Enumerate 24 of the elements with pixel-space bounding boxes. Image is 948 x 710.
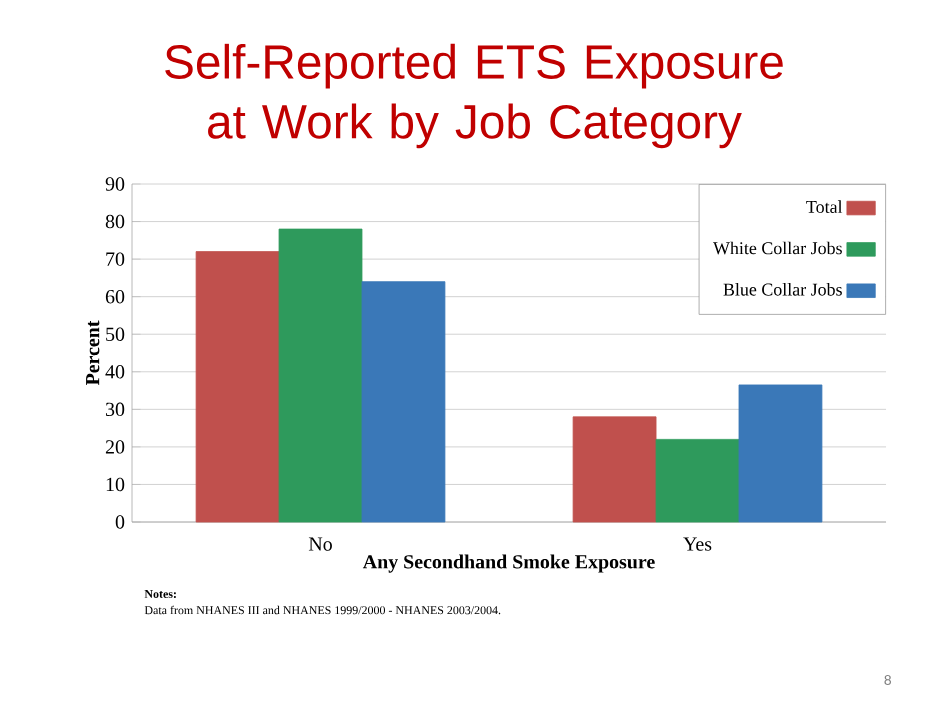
y-tick-label: 10 <box>106 477 125 492</box>
legend-label: White Collar Jobs <box>713 241 842 255</box>
x-tick-label: Yes <box>683 537 712 551</box>
y-tick-label: 60 <box>105 289 125 304</box>
y-tick-label: 90 <box>105 177 125 191</box>
y-axis-title: Percent <box>86 320 100 386</box>
chart-title: Self-Reported ETS Exposure at Work by Job Category <box>165 43 783 149</box>
y-tick-label: 30 <box>106 402 125 417</box>
y-tick-label: 50 <box>106 327 125 341</box>
y-tick-label: 40 <box>105 365 125 379</box>
y-tick-label: 0 <box>115 515 125 529</box>
legend-label: Total <box>806 200 843 213</box>
bar <box>738 384 823 523</box>
x-tick-label: No <box>308 537 332 551</box>
bar <box>655 438 740 523</box>
bar <box>361 281 446 523</box>
bar <box>195 251 280 523</box>
x-axis-title: Any Secondhand Smoke Exposure <box>362 554 655 573</box>
legend-label: Blue Collar Jobs <box>723 283 842 296</box>
y-tick-label: 70 <box>106 252 125 266</box>
bar <box>572 416 657 523</box>
y-tick-label: 20 <box>105 440 125 454</box>
bar <box>278 228 363 523</box>
y-tick-label: 80 <box>105 214 125 229</box>
